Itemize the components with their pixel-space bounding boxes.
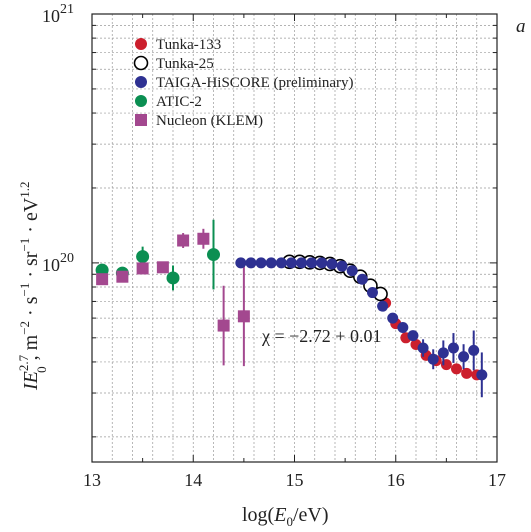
data-point — [237, 310, 250, 323]
legend-item: TAIGA-HiSCORE (preliminary) — [135, 75, 354, 91]
data-point — [136, 250, 150, 264]
data-point — [166, 271, 180, 285]
data-point — [427, 353, 439, 365]
x-tick-label: 16 — [387, 470, 405, 490]
y-tick-label: 1021 — [42, 2, 74, 26]
x-tick-label: 14 — [184, 470, 202, 490]
data-point — [255, 257, 267, 269]
data-point — [306, 257, 318, 269]
series-atic-2 — [95, 219, 220, 291]
series-taiga-hiscore-preliminary — [235, 257, 488, 398]
data-point — [217, 319, 230, 332]
data-point — [447, 342, 459, 354]
y-tick-labels: 1020 1021 — [42, 2, 74, 275]
x-axis-title: log(E0/eV) — [242, 504, 328, 529]
data-point — [346, 265, 358, 277]
x-tick-label: 13 — [83, 470, 101, 490]
legend-label: TAIGA-HiSCORE (preliminary) — [156, 75, 354, 91]
legend-marker — [133, 55, 149, 71]
x-tick-label: 15 — [286, 470, 304, 490]
data-point — [458, 351, 470, 363]
legend-item: Tunka-25 — [133, 55, 214, 72]
data-point — [197, 232, 210, 245]
data-point — [296, 257, 308, 269]
data-point — [316, 257, 328, 269]
legend-label: Nucleon (KLEM) — [156, 113, 263, 129]
data-point — [377, 300, 389, 312]
data-point — [177, 234, 190, 247]
legend-label: Tunka-133 — [156, 37, 221, 53]
legend-item: ATIC-2 — [135, 94, 202, 110]
data-point — [245, 257, 257, 269]
data-point — [356, 273, 368, 285]
legend-marker — [135, 95, 147, 107]
data-point — [468, 344, 480, 356]
x-tick-labels: 13 14 15 16 17 — [83, 470, 506, 490]
data-point — [437, 347, 449, 359]
y-tick-label: 1020 — [42, 251, 74, 275]
data-point — [207, 248, 220, 262]
data-point — [96, 273, 109, 286]
data-point — [397, 322, 409, 334]
data-point — [417, 342, 429, 354]
data-point — [366, 287, 378, 299]
data-marks — [95, 219, 488, 398]
data-point — [235, 257, 247, 269]
data-point — [136, 262, 149, 275]
legend-item: Tunka-133 — [135, 37, 221, 53]
series-nucleon-klem — [96, 228, 250, 367]
legend-label: Tunka-25 — [156, 56, 214, 72]
fit-annotation: χ = −2.72 + 0.01 — [261, 326, 381, 346]
data-point — [326, 258, 338, 270]
data-point — [285, 257, 297, 269]
legend-marker — [135, 38, 147, 50]
legend-marker — [135, 114, 147, 126]
data-point — [156, 261, 169, 274]
data-point — [407, 330, 419, 342]
data-point — [387, 312, 399, 324]
data-point — [336, 260, 348, 272]
panel-label: a — [516, 16, 526, 37]
legend-marker — [135, 76, 147, 88]
legend: Tunka-133 Tunka-25 TAIGA-HiSCORE (prelimin… — [133, 37, 354, 129]
axis-ticks — [91, 13, 498, 462]
data-point — [275, 257, 287, 269]
legend-item: Nucleon (KLEM) — [135, 113, 263, 129]
y-axis-title: IE2.7 0, m−2 · s−1 · sr−1 · eV1.2 — [16, 181, 49, 391]
data-point — [265, 257, 277, 269]
legend-label: ATIC-2 — [156, 94, 202, 110]
data-point — [451, 363, 462, 375]
data-point — [116, 270, 129, 283]
x-tick-label: 17 — [488, 470, 506, 490]
data-point — [476, 369, 488, 381]
data-point — [461, 367, 473, 379]
